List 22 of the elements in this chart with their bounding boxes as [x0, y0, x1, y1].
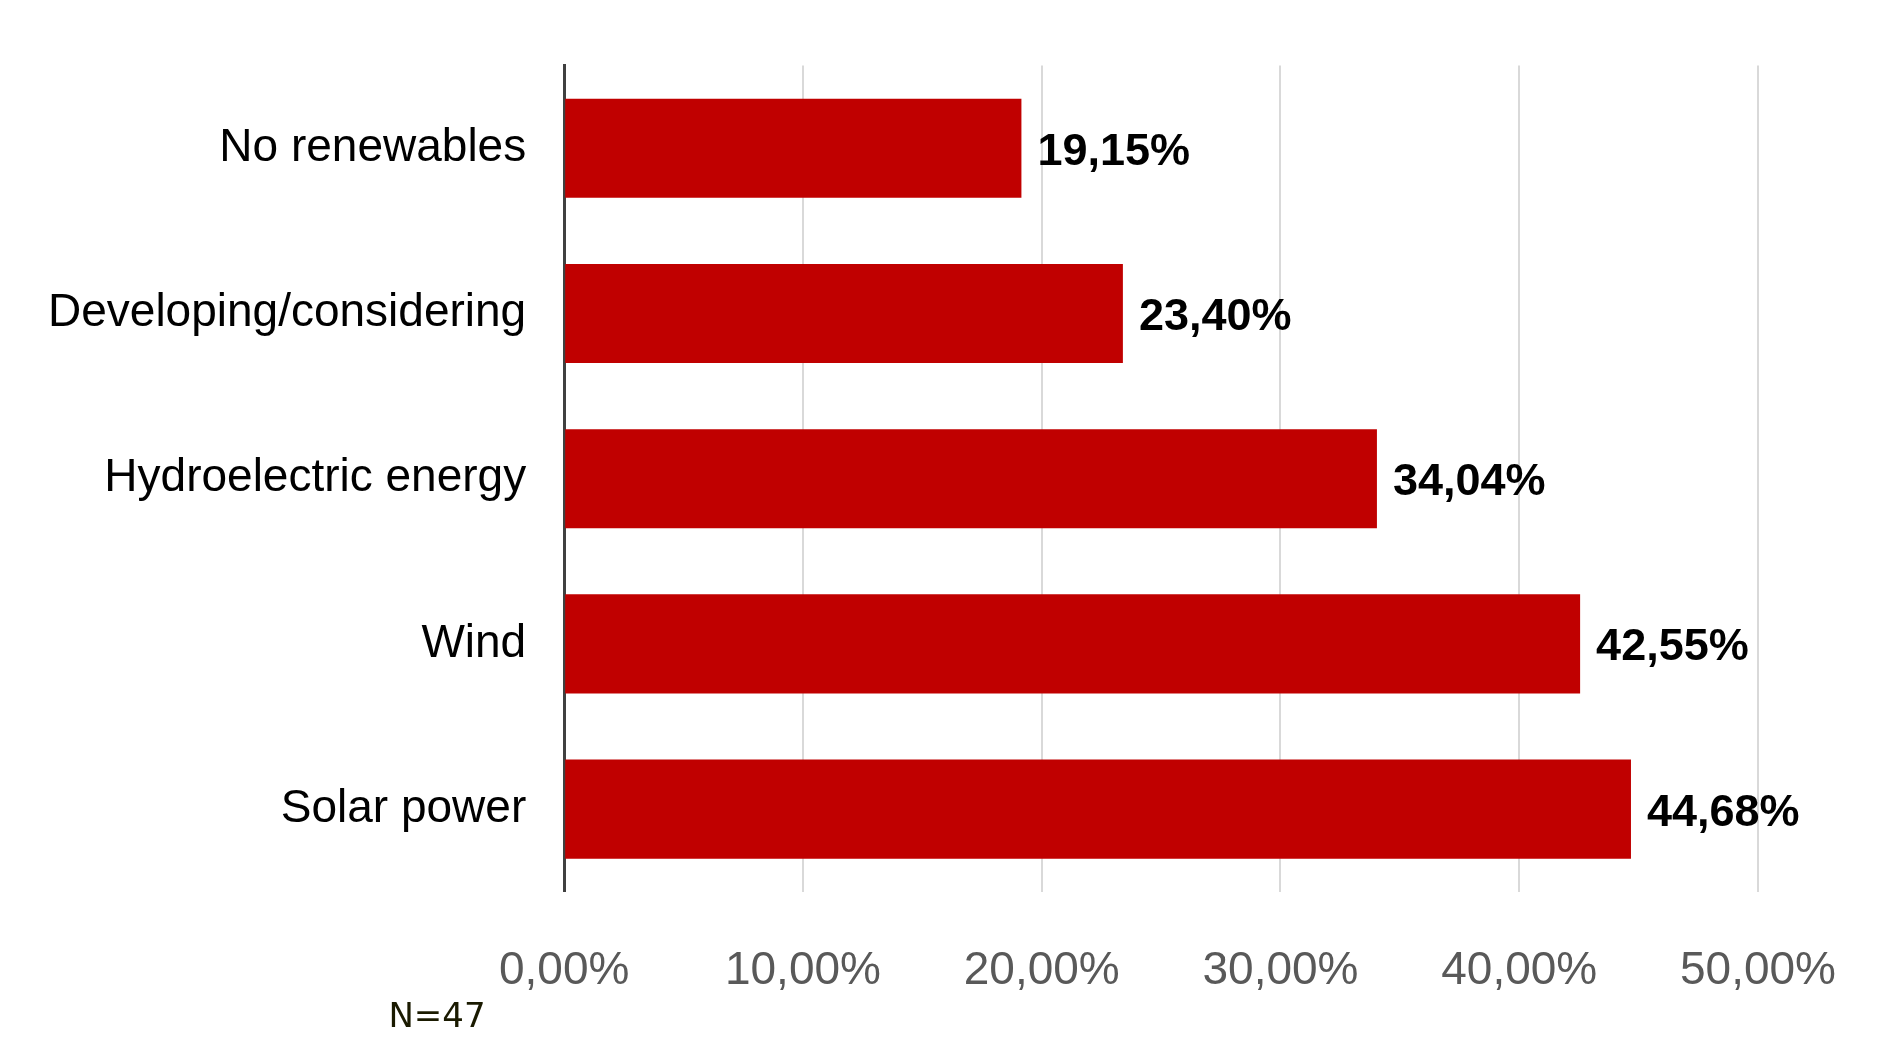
bar [565, 98, 1022, 198]
data-label: 42,55% [1596, 619, 1749, 671]
y-tick-label: Wind [421, 614, 527, 667]
bar [565, 594, 1581, 694]
x-tick-label: 10,00% [724, 942, 881, 995]
bar [565, 429, 1377, 529]
data-label: 19,15% [1037, 123, 1191, 175]
bar [565, 759, 1631, 859]
x-tick-label: 20,00% [963, 942, 1120, 995]
text: N=47 [388, 994, 486, 1035]
x-tick-label: 0,00% [498, 942, 630, 995]
x-tick-label: 30,00% [1202, 942, 1359, 995]
y-tick-label: Solar power [280, 779, 527, 832]
data-label: 44,68% [1646, 784, 1800, 836]
x-tick-label: 40,00% [1441, 942, 1598, 995]
y-tick-label: Developing/considering [47, 284, 527, 337]
data-label: 23,40% [1138, 288, 1292, 340]
bar [565, 263, 1123, 364]
data-label: 34,04% [1392, 454, 1546, 506]
x-tick-label: 50,00% [1679, 942, 1836, 995]
y-tick-label: Hydroelectric energy [104, 449, 527, 502]
y-tick-label: No renewables [219, 118, 527, 171]
